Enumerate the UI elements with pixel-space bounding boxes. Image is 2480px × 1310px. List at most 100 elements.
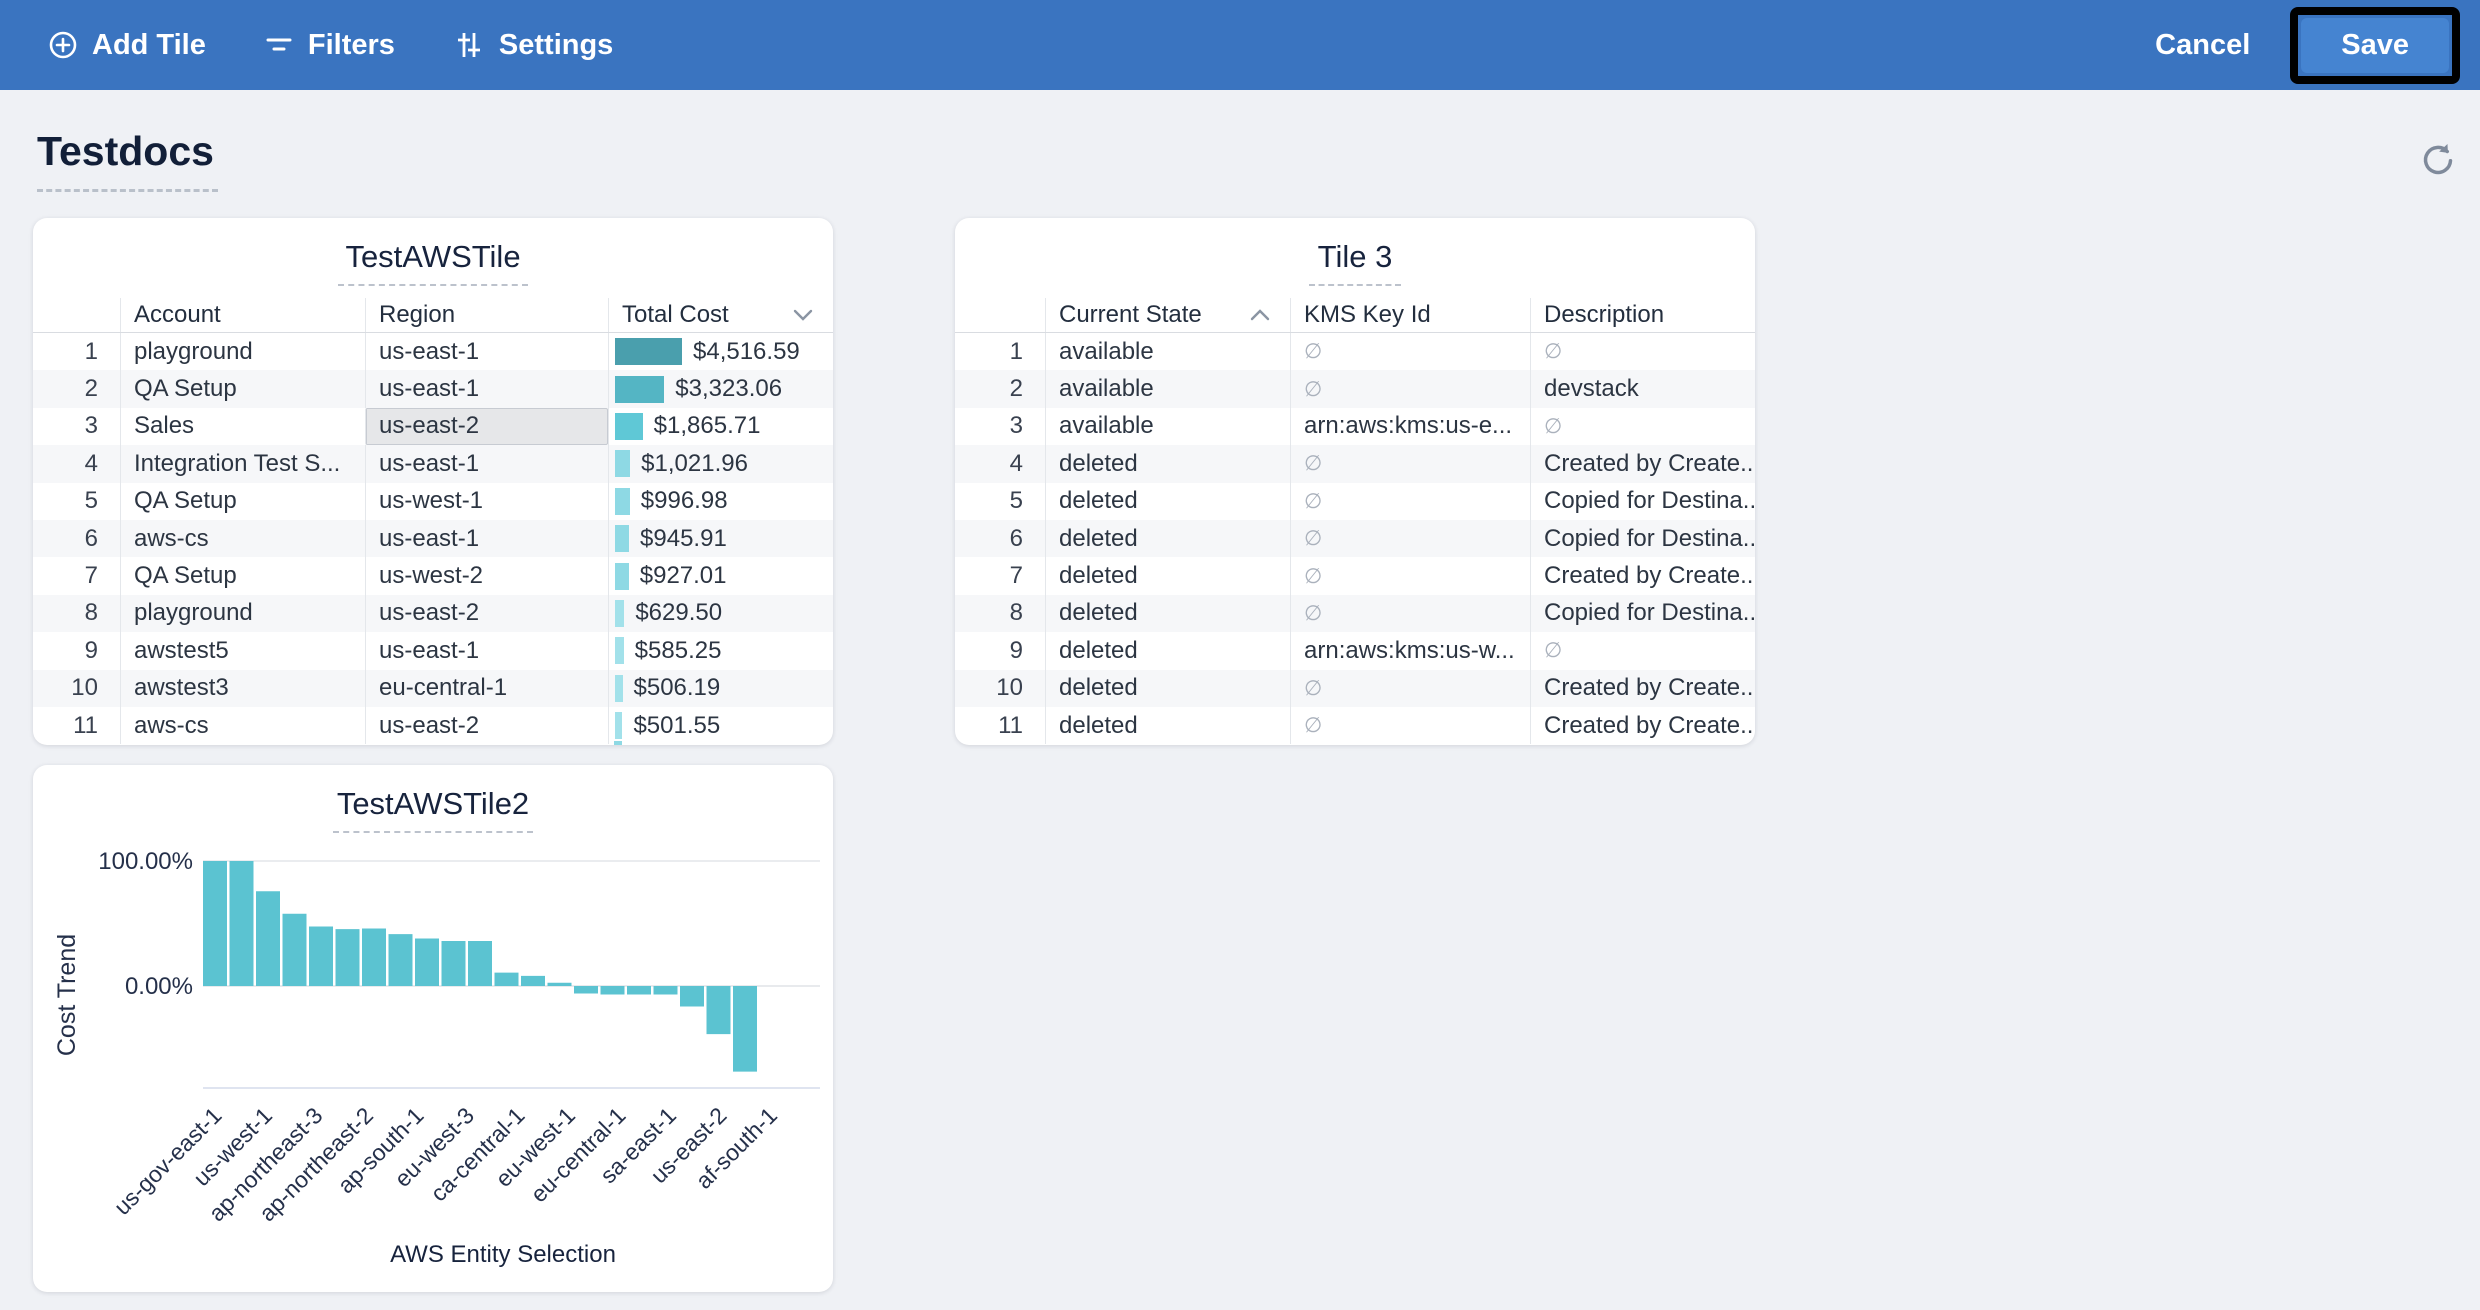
column-header-current-state[interactable]: Current State [1045,298,1290,332]
chart-bar[interactable] [547,982,572,986]
column-header-total-cost[interactable]: Total Cost [608,298,833,332]
row-number: 6 [84,524,98,552]
chevron-down-icon[interactable] [793,309,813,321]
table-row[interactable]: 11 aws-cs us-east-2 $501.55 [33,706,833,745]
column-header-kms-key-id[interactable]: KMS Key Id [1290,298,1530,332]
kms-key-cell: ∅ [1290,594,1530,633]
tile3-title[interactable]: TestAWSTile2 [333,786,533,833]
filters-button[interactable]: Filters [264,29,395,62]
column-header-description[interactable]: Description [1530,298,1755,332]
current-state-cell: available [1045,407,1290,446]
add-tile-button[interactable]: Add Tile [48,29,206,62]
account-cell: Sales [120,407,365,446]
tile-testawstile2-chart: 100.00% 0.00% Cost Trend us-gov-east-1 us-we… [33,765,833,1292]
row-number: 9 [84,636,98,664]
table-row[interactable]: 4 deleted ∅ Created by Create... [955,445,1755,483]
chart-bar[interactable] [362,928,386,987]
dashboard-title[interactable]: Testdocs [37,128,218,192]
chart-bar[interactable] [415,938,439,987]
selected-region-cell[interactable]: us-east-2 [365,407,608,446]
cost-bar [615,450,631,478]
table-row[interactable]: 8 deleted ∅ Copied for Destina... [955,594,1755,633]
kms-key-cell: ∅ [1290,370,1530,408]
null-value-icon: ∅ [1304,676,1323,700]
chart-bar[interactable] [706,986,731,1035]
table-row[interactable]: 3 available arn:aws:kms:us-e... ∅ [955,407,1755,446]
tile2-title-underline [1309,284,1401,286]
cost-bar [615,375,665,403]
table-row[interactable]: 6 aws-cs us-east-1 $945.91 [33,519,833,558]
tile1-title[interactable]: TestAWSTile [338,239,528,286]
current-state-cell: deleted [1045,669,1290,707]
tile2-table-body: 1 available ∅ ∅ 2 available ∅ devstack 3 availabl… [955,333,1755,745]
total-cost-cell: $506.19 [608,669,833,707]
table-row[interactable]: 11 deleted ∅ Created by Create... [955,706,1755,745]
row-number: 9 [1009,636,1023,664]
table-row[interactable]: 10 awstest3 eu-central-1 $506.19 [33,669,833,707]
chart-bar[interactable] [600,986,625,995]
chart-bar[interactable] [309,926,333,987]
total-cost-cell: $4,516.59 [608,333,833,371]
refresh-icon [2423,144,2453,175]
chart-bar[interactable] [627,986,651,995]
chart-bar[interactable] [388,934,413,986]
null-value-icon: ∅ [1304,714,1323,738]
cost-bar [615,599,625,627]
cost-value: $506.19 [633,674,721,702]
description-cell: Created by Create... [1530,445,1755,483]
y-axis-label: Cost Trend [53,934,81,1056]
chart-bar[interactable] [494,972,519,986]
table-row[interactable]: 8 playground us-east-2 $629.50 [33,594,833,633]
table-row[interactable]: 1 available ∅ ∅ [955,333,1755,371]
table-row[interactable]: 1 playground us-east-1 $4,516.59 [33,333,833,371]
chart-bar[interactable] [256,891,280,986]
column-header-region[interactable]: Region [365,298,608,332]
cost-bar [615,562,629,590]
row-number: 10 [71,674,98,702]
column-header-account[interactable]: Account [120,298,365,332]
table-row[interactable]: 2 QA Setup us-east-1 $3,323.06 [33,370,833,408]
table-row[interactable]: 10 deleted ∅ Created by Create... [955,669,1755,707]
table-row[interactable]: 2 available ∅ devstack [955,370,1755,408]
settings-button[interactable]: Settings [453,29,613,62]
cost-value: $1,021.96 [641,449,748,477]
table-row[interactable]: 5 QA Setup us-west-1 $996.98 [33,482,833,520]
chart-bar[interactable] [653,986,678,995]
save-button[interactable]: Save [2301,17,2449,73]
kms-key-cell: ∅ [1290,706,1530,745]
chevron-up-icon[interactable] [1250,309,1270,321]
region-cell: us-east-2 [365,594,608,633]
account-cell: QA Setup [120,482,365,520]
region-cell: us-east-1 [365,519,608,558]
cost-trend-bar-chart[interactable]: 100.00%0.00%Cost Trendus-gov-east-1us-we… [33,765,833,1292]
chart-bar[interactable] [521,975,545,986]
description-cell: Copied for Destina... [1530,482,1755,520]
table-row[interactable]: 6 deleted ∅ Copied for Destina... [955,519,1755,558]
chart-bar[interactable] [203,861,227,986]
table-row[interactable]: 5 deleted ∅ Copied for Destina... [955,482,1755,520]
chart-bar[interactable] [282,913,307,986]
table-row[interactable]: 3 Sales us-east-2 $1,865.71 [33,407,833,446]
table-row[interactable]: 9 deleted arn:aws:kms:us-w... ∅ [955,632,1755,670]
table-row[interactable]: 9 awstest5 us-east-1 $585.25 [33,632,833,670]
chart-bar[interactable] [680,986,704,1007]
table-row[interactable]: 7 deleted ∅ Created by Create... [955,557,1755,595]
total-cost-cell: $629.50 [608,594,833,633]
chart-bar[interactable] [335,929,360,986]
refresh-button[interactable] [2418,140,2458,180]
chart-bar[interactable] [733,986,757,1072]
row-number: 10 [996,674,1023,702]
current-state-cell: deleted [1045,594,1290,633]
table-row[interactable]: 4 Integration Test S... us-east-1 $1,021.96 [33,445,833,483]
cancel-button[interactable]: Cancel [2155,28,2251,61]
chart-bar[interactable] [574,986,598,994]
tile2-title[interactable]: Tile 3 [1309,239,1401,286]
account-cell: playground [120,333,365,371]
chart-bar[interactable] [229,861,254,986]
table-row[interactable]: 7 QA Setup us-west-2 $927.01 [33,557,833,595]
null-value-icon: ∅ [1304,340,1323,364]
chart-bar[interactable] [441,941,466,986]
row-number: 4 [84,449,98,477]
chart-bar[interactable] [468,941,492,986]
sliders-icon [453,30,485,60]
